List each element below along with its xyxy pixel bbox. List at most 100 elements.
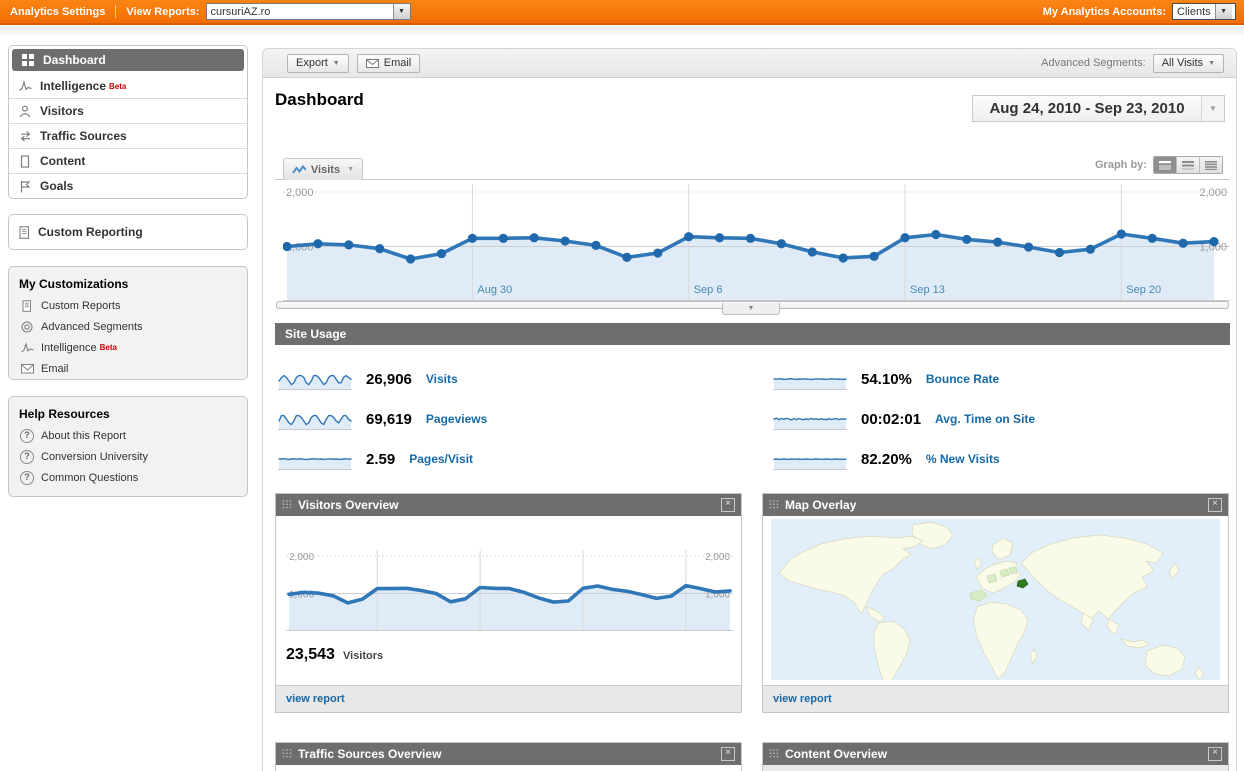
panel-title: Visitors Overview (298, 498, 399, 512)
visits-metric-tab[interactable]: Visits ▼ (283, 158, 363, 180)
beta-badge: Beta (99, 343, 117, 352)
graph-day-icon (1158, 160, 1171, 170)
help-item-about-this-report[interactable]: ? About this Report (9, 425, 247, 446)
close-icon[interactable]: × (721, 498, 735, 512)
bounce-rate-sparkline (773, 377, 847, 390)
sidebar-item-intelligence[interactable]: Intelligence Beta (9, 74, 247, 98)
intelligence-chart-icon (17, 80, 33, 92)
view-reports-select[interactable]: cursuriAZ.ro ▼ (205, 3, 411, 20)
help-resources-title: Help Resources (19, 407, 110, 421)
sidebar-item-dashboard[interactable]: Dashboard (12, 49, 244, 71)
export-button[interactable]: Export ▼ (287, 53, 349, 73)
drag-handle-icon[interactable] (769, 748, 779, 760)
accounts-select[interactable]: Clients ▼ (1172, 3, 1236, 20)
pages-visit-sparkline (278, 457, 352, 470)
custom-reporting-box: Custom Reporting (8, 214, 248, 250)
close-icon[interactable]: × (1208, 747, 1222, 761)
metric-row-new-visits: 82.20% % New Visits (773, 446, 1000, 472)
help-resources-box: Help Resources ? About this Report ? Con… (8, 396, 248, 497)
report-document-icon (19, 225, 30, 239)
dropdown-arrow-icon: ▼ (1214, 4, 1232, 19)
bounce-rate-value: 54.10% (861, 370, 912, 388)
sidebar-item-visitors[interactable]: Visitors (9, 98, 247, 123)
chevron-down-icon: ▼ (1201, 96, 1224, 121)
topbar-shadow-strip (0, 27, 1244, 36)
traffic-sources-header[interactable]: Traffic Sources Overview × (276, 743, 741, 765)
date-range-picker[interactable]: Aug 24, 2010 - Sep 23, 2010 ▼ (972, 95, 1225, 122)
sidebar-nav: Dashboard Intelligence Beta Visitors Tra… (8, 45, 248, 199)
metric-row-avg-time: 00:02:01 Avg. Time on Site (773, 406, 1035, 432)
svg-text:Aug 30: Aug 30 (477, 284, 512, 296)
report-toolbar: Export ▼ Email Advanced Segments: All Vi… (263, 49, 1236, 78)
visits-report-link[interactable]: Visits (425, 372, 458, 386)
pageviews-report-link[interactable]: Pageviews (425, 412, 488, 426)
dashboard-grid-icon (20, 54, 36, 66)
pages-visit-value: 2.59 (366, 450, 396, 468)
sidebar-item-label: Intelligence (40, 79, 107, 93)
export-label: Export (296, 57, 328, 69)
avg-time-sparkline (773, 417, 847, 430)
sidebar-item-custom-reports[interactable]: Custom Reports (9, 295, 247, 316)
visitors-overview-header[interactable]: Visitors Overview × (276, 494, 741, 516)
question-icon: ? (19, 449, 35, 464)
chevron-down-icon: ▼ (347, 166, 354, 173)
visitors-count-label: Visitors (343, 650, 384, 662)
map-overlay-panel: Map Overlay × (762, 493, 1229, 713)
advanced-segments-value: All Visits (1161, 57, 1204, 69)
map-overlay-header[interactable]: Map Overlay × (763, 494, 1228, 516)
sidebar-item-intelligence-shortcut[interactable]: Intelligence Beta (9, 337, 247, 358)
sidebar-item-traffic-sources[interactable]: Traffic Sources (9, 123, 247, 148)
map-view-report-link[interactable]: view report (773, 693, 832, 705)
graph-by-week-button[interactable] (1175, 157, 1199, 173)
chart-collapse-handle[interactable]: ▼ (722, 303, 780, 315)
sidebar-item-advanced-segments[interactable]: Advanced Segments (9, 316, 247, 337)
visitors-view-report-link[interactable]: view report (286, 693, 345, 705)
custom-reporting-label: Custom Reporting (38, 225, 143, 239)
sidebar-item-custom-reporting[interactable]: Custom Reporting (9, 215, 247, 249)
site-usage-header: Site Usage (275, 323, 1230, 345)
sidebar-item-label: Dashboard (43, 53, 106, 67)
sidebar-item-content[interactable]: Content (9, 148, 247, 173)
email-button[interactable]: Email (356, 53, 421, 73)
content-overview-header[interactable]: Content Overview × (763, 743, 1228, 765)
bounce-rate-report-link[interactable]: Bounce Rate (925, 372, 1000, 386)
drag-handle-icon[interactable] (282, 499, 292, 511)
sidebar-item-email[interactable]: Email (9, 358, 247, 379)
email-label: Email (383, 57, 412, 69)
sidebar-item-label: Traffic Sources (40, 129, 127, 143)
new-visits-report-link[interactable]: % New Visits (925, 452, 1000, 466)
close-icon[interactable]: × (1208, 498, 1222, 512)
flag-icon (17, 180, 33, 193)
sidebar-item-goals[interactable]: Goals (9, 173, 247, 198)
sub-item-label: About this Report (41, 429, 126, 442)
graph-by-month-button[interactable] (1198, 157, 1222, 173)
avg-time-report-link[interactable]: Avg. Time on Site (935, 412, 1036, 426)
world-map (771, 519, 1220, 680)
graph-by-controls: Graph by: (1095, 156, 1223, 174)
dropdown-arrow-icon: ▼ (392, 4, 410, 19)
bullseye-icon (19, 320, 35, 333)
content-overview-panel: Content Overview × (762, 742, 1229, 771)
close-icon[interactable]: × (721, 747, 735, 761)
svg-text:2,000: 2,000 (286, 187, 314, 199)
graph-week-icon (1181, 160, 1194, 170)
svg-text:2,000: 2,000 (1199, 187, 1227, 199)
svg-text:Sep 13: Sep 13 (910, 284, 945, 296)
drag-handle-icon[interactable] (282, 748, 292, 760)
drag-handle-icon[interactable] (769, 499, 779, 511)
analytics-settings-link[interactable]: Analytics Settings (10, 5, 106, 18)
graph-by-day-button[interactable] (1153, 157, 1176, 173)
panel-footer: view report (276, 685, 741, 712)
pages-visit-report-link[interactable]: Pages/Visit (409, 452, 474, 466)
pageviews-sparkline (278, 414, 352, 430)
panel-title: Traffic Sources Overview (298, 747, 442, 761)
sidebar-item-label: Visitors (40, 104, 84, 118)
help-item-conversion-university[interactable]: ? Conversion University (9, 446, 247, 467)
help-item-common-questions[interactable]: ? Common Questions (9, 467, 247, 488)
page-icon (17, 154, 33, 168)
advanced-segments-button[interactable]: All Visits ▼ (1152, 53, 1224, 73)
svg-text:1,000: 1,000 (289, 590, 314, 601)
top-bar: Analytics Settings View Reports: cursuri… (0, 0, 1244, 25)
